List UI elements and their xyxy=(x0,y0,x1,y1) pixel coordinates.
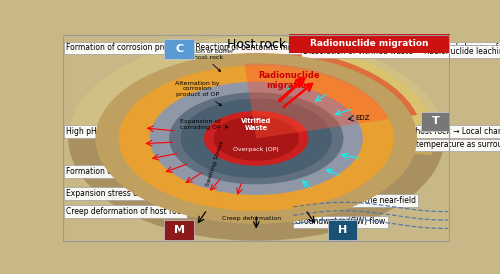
Ellipse shape xyxy=(204,111,308,166)
Text: Same temperature as surrounding host rock: Same temperature as surrounding host roc… xyxy=(392,141,500,150)
Text: M: M xyxy=(174,225,184,235)
Wedge shape xyxy=(242,48,417,138)
Text: Alternation by
corrosion
product of OP: Alternation by corrosion product of OP xyxy=(175,81,222,106)
Text: Overpack (OP): Overpack (OP) xyxy=(234,147,279,152)
Text: Creep deformation: Creep deformation xyxy=(222,216,281,221)
Text: High pH groundwater from concrete liner → Dissolution and precipitation of the b: High pH groundwater from concrete liner … xyxy=(66,127,500,136)
Text: Creep deformation of host rock: Creep deformation of host rock xyxy=(66,207,185,216)
Text: Host rock: Host rock xyxy=(226,38,286,50)
Ellipse shape xyxy=(169,92,344,184)
FancyBboxPatch shape xyxy=(328,219,358,240)
Text: Radionuclide
migration: Radionuclide migration xyxy=(258,71,320,90)
Ellipse shape xyxy=(214,116,299,161)
Text: Formation of corrosion product → Volume expansion due to corrosion product of OP: Formation of corrosion product → Volume … xyxy=(66,167,384,176)
FancyBboxPatch shape xyxy=(164,219,194,240)
Text: Radionuclide migration: Radionuclide migration xyxy=(310,39,429,48)
Ellipse shape xyxy=(118,65,394,211)
Text: C: C xyxy=(175,44,183,54)
Wedge shape xyxy=(68,36,444,138)
Ellipse shape xyxy=(96,53,417,224)
Text: Expansion of
corroding OP: Expansion of corroding OP xyxy=(180,119,228,130)
Text: Fully saturated in the near-field: Fully saturated in the near-field xyxy=(296,196,416,206)
Text: Groundwater (GW) flow: Groundwater (GW) flow xyxy=(296,218,386,227)
Text: Formation of corrosion product → Reaction of bentonite minerals and corrosion pr: Formation of corrosion product → Reactio… xyxy=(66,44,500,52)
Ellipse shape xyxy=(68,38,444,239)
Text: Expansion stress due to saturation of buffer → Extrusion of buffer into host roc: Expansion stress due to saturation of bu… xyxy=(66,189,372,198)
Text: H: H xyxy=(338,225,347,235)
Text: EDZ: EDZ xyxy=(355,115,370,121)
Ellipse shape xyxy=(180,99,332,178)
FancyBboxPatch shape xyxy=(421,112,450,131)
Text: Alternation of buffer
and host rock: Alternation of buffer and host rock xyxy=(170,49,234,72)
Ellipse shape xyxy=(150,82,363,195)
Text: Vitrified
Waste: Vitrified Waste xyxy=(241,118,272,131)
FancyBboxPatch shape xyxy=(289,34,450,53)
Wedge shape xyxy=(244,64,389,138)
Wedge shape xyxy=(68,138,444,241)
Text: Swelling Stress: Swelling Stress xyxy=(205,141,225,187)
Text: T: T xyxy=(432,116,440,127)
FancyBboxPatch shape xyxy=(164,39,194,59)
Wedge shape xyxy=(226,41,434,155)
Text: Dissolution of vitrified waste → Radionuclide leaching from vitrified waste → Ra: Dissolution of vitrified waste → Radionu… xyxy=(303,47,500,56)
